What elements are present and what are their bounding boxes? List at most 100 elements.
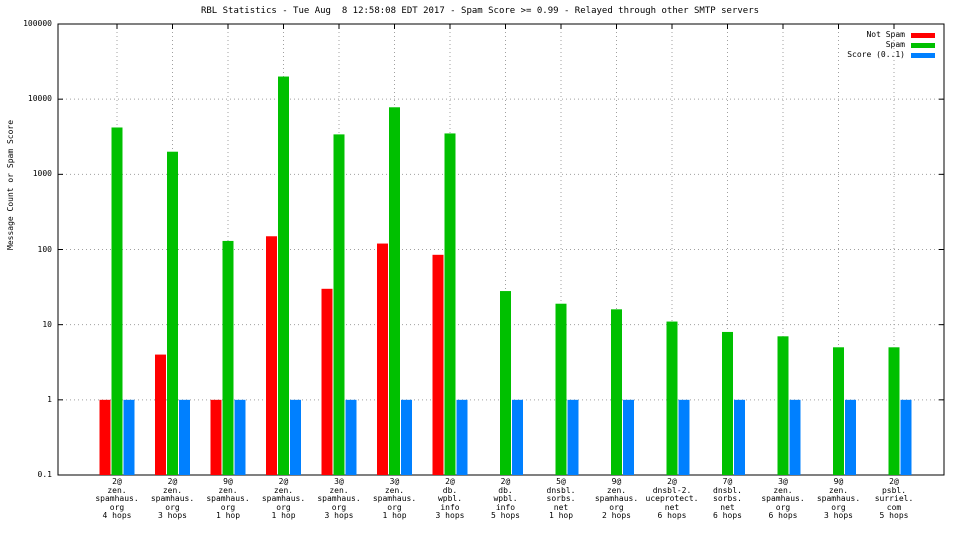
x-tick-label-line: uceprotect. [645, 494, 699, 503]
x-tick-label-line: 5@ [556, 477, 566, 486]
bar-score [512, 399, 523, 475]
legend-item-not-spam: Not Spam [800, 30, 935, 40]
x-tick-label-line: 1 hop [382, 511, 407, 520]
bar-spam [666, 321, 678, 475]
x-tick-label: 9@ zen. spamhaus. org 2 hops [587, 477, 647, 521]
bar-spam [333, 134, 345, 475]
bar-spam [722, 331, 733, 475]
legend-label: Spam [885, 40, 905, 49]
x-tick-label-line: 2@ [445, 477, 455, 486]
x-tick-label-line: org [609, 502, 624, 512]
x-tick-label: 2@ db. wpbl. info 5 hops [476, 477, 536, 521]
bar-spam [833, 347, 844, 475]
y-tick-label: 0.1 [37, 470, 52, 479]
x-tick-label-line: 1 hop [215, 511, 241, 520]
legend-label: Score (0..1) [847, 50, 905, 59]
bar-score [456, 399, 468, 475]
x-tick-label-line: dnsbl-2. [652, 485, 692, 495]
x-tick-label-line: zen. [218, 485, 238, 495]
x-tick-label-line: db. [442, 485, 458, 495]
x-tick-label: 7@ dnsbl. sorbs. net 6 hops [698, 477, 758, 521]
x-tick-label-line: zen. [162, 485, 183, 495]
x-tick-label-line: zen. [107, 485, 127, 495]
x-tick-label-line: wpbl. [493, 494, 518, 503]
x-tick-label-line: wpbl. [437, 494, 463, 503]
bar-score [789, 399, 801, 475]
x-tick-label-line: sorbs. [713, 494, 742, 503]
x-tick-label-line: com [886, 502, 902, 512]
x-tick-label: 2@ zen. spamhaus. org 3 hops [143, 477, 203, 521]
bar-spam [444, 133, 456, 475]
bar-spam [888, 347, 900, 475]
bar-spam [222, 240, 234, 475]
x-tick-label: 3@ zen. spamhaus. org 6 hops [753, 477, 813, 521]
y-tick-label: 100 [37, 244, 52, 254]
x-tick-label-line: spamhaus. [372, 494, 417, 503]
x-tick-label-line: net [664, 502, 680, 512]
x-tick-label-line: 7@ [722, 477, 733, 486]
x-tick-label-line: org [220, 502, 236, 512]
y-axis-label: Message Count or Spam Score [6, 119, 15, 250]
bar-score [290, 399, 301, 475]
bar-spam [500, 291, 511, 475]
x-tick-label-line: spamhaus. [95, 494, 139, 503]
bar-score [567, 399, 579, 475]
bar-score [900, 399, 912, 475]
x-tick-label-line: 2@ [167, 477, 178, 486]
bar-score [401, 399, 412, 475]
x-tick-label-line: 1 hop [548, 511, 574, 520]
x-tick-label-line: spamhaus. [816, 494, 861, 503]
x-tick-label-line: 6 hops [713, 511, 742, 520]
bar-spam [555, 303, 567, 475]
legend: Not Spam Spam Score (0..1) [800, 30, 935, 60]
bar-spam [278, 76, 289, 475]
x-tick-label-line: info [440, 502, 460, 512]
x-tick-label-line: 3 hops [435, 511, 465, 520]
x-tick-label-line: zen. [828, 485, 849, 495]
legend-label: Not Spam [866, 30, 905, 39]
x-tick-label-line: 3 hops [824, 511, 853, 520]
legend-item-score: Score (0..1) [800, 50, 935, 60]
x-tick-label: 2@ zen. spamhaus. org 4 hops [87, 477, 147, 521]
bar-spam [111, 127, 123, 475]
x-tick-label-line: zen. [606, 485, 627, 495]
y-tick-label: 10 [42, 319, 52, 329]
x-tick-label-line: spamhaus. [261, 494, 306, 503]
bar-score [734, 399, 745, 475]
legend-item-spam: Spam [800, 40, 935, 50]
x-tick-label-line: 2@ [500, 477, 511, 486]
x-tick-label-line: 2 hops [602, 511, 631, 520]
x-tick-label-line: org [276, 502, 291, 512]
x-tick-label-line: 2@ [889, 477, 899, 486]
x-tick-label-line: 2@ [667, 477, 677, 486]
x-tick-label-line: org [109, 502, 125, 512]
x-tick-label-line: 4 hops [102, 511, 132, 520]
x-tick-label-line: zen. [773, 485, 793, 495]
x-tick-label-line: spamhaus. [150, 494, 195, 503]
x-tick-label-line: org [775, 502, 791, 512]
x-tick-label-line: info [495, 502, 516, 512]
bar-not-spam [321, 288, 333, 475]
x-tick-label-line: dnsbl. [546, 485, 576, 495]
bar-score [345, 399, 357, 475]
x-tick-label-line: spamhaus. [317, 494, 361, 503]
x-tick-label-line: 5 hops [491, 511, 520, 520]
bar-score [678, 399, 690, 475]
x-tick-label-line: zen. [273, 485, 294, 495]
legend-swatch [911, 32, 935, 38]
y-tick-label: 1 [47, 394, 52, 404]
x-tick-label: 9@ zen. spamhaus. org 1 hop [198, 477, 258, 521]
bar-spam [777, 336, 789, 475]
x-tick-label: 2@ db. wpbl. info 3 hops [420, 477, 480, 521]
x-tick-label-line: org [331, 502, 347, 512]
x-tick-label: 3@ zen. spamhaus. org 3 hops [309, 477, 369, 521]
x-tick-label: 2@ zen. spamhaus. org 1 hop [254, 477, 314, 521]
bar-score [234, 399, 246, 475]
bar-score [123, 399, 135, 475]
x-tick-label-line: 9@ [223, 477, 233, 486]
bar-not-spam [155, 354, 166, 475]
x-tick-label-line: surriel. [874, 494, 914, 503]
x-tick-label-line: dnsbl. [713, 485, 742, 495]
x-tick-label-line: zen. [329, 485, 349, 495]
x-tick-label-line: net [553, 502, 569, 512]
